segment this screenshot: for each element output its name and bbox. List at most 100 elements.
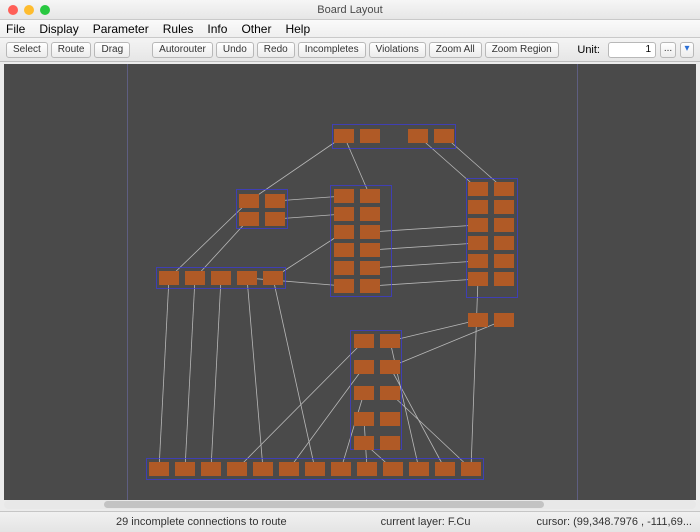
pad[interactable]	[360, 261, 380, 275]
menu-other[interactable]: Other	[241, 22, 271, 36]
pad[interactable]	[494, 272, 514, 286]
select-button[interactable]: Select	[6, 42, 48, 58]
pad[interactable]	[239, 212, 259, 226]
pad[interactable]	[380, 436, 400, 450]
pad[interactable]	[159, 271, 179, 285]
toolbar: Select Route Drag Autorouter Undo Redo I…	[0, 38, 700, 62]
pad[interactable]	[354, 436, 374, 450]
pad[interactable]	[380, 334, 400, 348]
minimize-icon[interactable]	[24, 5, 34, 15]
zoom-icon[interactable]	[40, 5, 50, 15]
zoom-all-button[interactable]: Zoom All	[429, 42, 482, 58]
pad[interactable]	[354, 334, 374, 348]
autorouter-button[interactable]: Autorouter	[152, 42, 213, 58]
window-titlebar: Board Layout	[0, 0, 700, 20]
pad[interactable]	[468, 236, 488, 250]
status-bar: 29 incomplete connections to route curre…	[0, 511, 700, 532]
pad[interactable]	[354, 360, 374, 374]
pad[interactable]	[468, 200, 488, 214]
pad[interactable]	[334, 207, 354, 221]
zoom-region-button[interactable]: Zoom Region	[485, 42, 559, 58]
pad[interactable]	[263, 271, 283, 285]
pad[interactable]	[227, 462, 247, 476]
incompletes-button[interactable]: Incompletes	[298, 42, 366, 58]
close-icon[interactable]	[8, 5, 18, 15]
pad[interactable]	[461, 462, 481, 476]
pad[interactable]	[494, 218, 514, 232]
violations-button[interactable]: Violations	[369, 42, 426, 58]
unit-label: Unit:	[577, 44, 600, 56]
mode-group: Select Route Drag	[6, 42, 130, 58]
menu-help[interactable]: Help	[285, 22, 310, 36]
pad[interactable]	[265, 212, 285, 226]
pad[interactable]	[279, 462, 299, 476]
pad[interactable]	[360, 129, 380, 143]
pad[interactable]	[334, 279, 354, 293]
pad[interactable]	[409, 462, 429, 476]
pad[interactable]	[380, 360, 400, 374]
pad[interactable]	[239, 194, 259, 208]
pad[interactable]	[360, 207, 380, 221]
pad[interactable]	[334, 243, 354, 257]
pad[interactable]	[408, 129, 428, 143]
pad[interactable]	[360, 225, 380, 239]
pad[interactable]	[494, 236, 514, 250]
status-layer: current layer: F.Cu	[381, 516, 471, 528]
pad[interactable]	[334, 129, 354, 143]
status-incomplete: 29 incomplete connections to route	[116, 516, 287, 528]
pad[interactable]	[360, 189, 380, 203]
horizontal-scrollbar[interactable]	[4, 500, 696, 509]
route-button[interactable]: Route	[51, 42, 92, 58]
pad[interactable]	[334, 261, 354, 275]
pad[interactable]	[494, 200, 514, 214]
pad[interactable]	[494, 313, 514, 327]
pad[interactable]	[383, 462, 403, 476]
pad[interactable]	[434, 129, 454, 143]
pad[interactable]	[380, 412, 400, 426]
pad[interactable]	[149, 462, 169, 476]
pad[interactable]	[380, 386, 400, 400]
window-controls	[0, 5, 50, 15]
pad[interactable]	[360, 243, 380, 257]
pad[interactable]	[354, 386, 374, 400]
pad[interactable]	[494, 182, 514, 196]
pad[interactable]	[468, 218, 488, 232]
pad[interactable]	[334, 225, 354, 239]
pad[interactable]	[334, 189, 354, 203]
menu-file[interactable]: File	[6, 22, 25, 36]
canvas-area	[0, 62, 700, 511]
unit-input[interactable]	[608, 42, 656, 58]
pad[interactable]	[435, 462, 455, 476]
pad[interactable]	[237, 271, 257, 285]
pad[interactable]	[185, 271, 205, 285]
menu-parameter[interactable]: Parameter	[93, 22, 149, 36]
pad[interactable]	[211, 271, 231, 285]
pad[interactable]	[305, 462, 325, 476]
pad[interactable]	[354, 412, 374, 426]
unit-ellipsis-button[interactable]: ...	[660, 42, 676, 58]
menu-rules[interactable]: Rules	[163, 22, 194, 36]
menu-info[interactable]: Info	[207, 22, 227, 36]
pad[interactable]	[468, 313, 488, 327]
pad[interactable]	[201, 462, 221, 476]
vertical-guide	[577, 64, 578, 500]
drag-button[interactable]: Drag	[94, 42, 130, 58]
pad[interactable]	[360, 279, 380, 293]
pad[interactable]	[468, 272, 488, 286]
pad[interactable]	[468, 182, 488, 196]
vertical-guide	[127, 64, 128, 500]
action-group: Autorouter Undo Redo Incompletes Violati…	[152, 42, 559, 58]
pad[interactable]	[357, 462, 377, 476]
pad[interactable]	[265, 194, 285, 208]
pad[interactable]	[468, 254, 488, 268]
redo-button[interactable]: Redo	[257, 42, 295, 58]
menu-display[interactable]: Display	[39, 22, 78, 36]
scrollbar-thumb[interactable]	[104, 501, 544, 508]
pad[interactable]	[253, 462, 273, 476]
pad[interactable]	[331, 462, 351, 476]
unit-combo-button[interactable]: ▾	[680, 42, 694, 58]
undo-button[interactable]: Undo	[216, 42, 254, 58]
pad[interactable]	[175, 462, 195, 476]
pad[interactable]	[494, 254, 514, 268]
board-canvas[interactable]	[4, 64, 696, 500]
